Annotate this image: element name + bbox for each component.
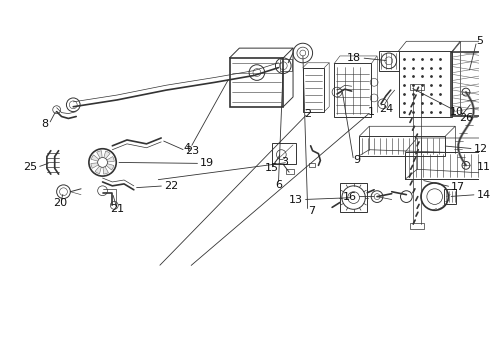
Bar xyxy=(280,59,292,71)
Text: 8: 8 xyxy=(42,119,49,129)
Text: 21: 21 xyxy=(110,204,124,214)
Bar xyxy=(334,63,371,117)
Text: 5: 5 xyxy=(477,36,484,46)
Bar xyxy=(340,183,368,212)
Text: 4: 4 xyxy=(183,143,191,153)
Bar xyxy=(444,189,456,204)
Bar xyxy=(286,169,294,174)
Text: 11: 11 xyxy=(477,162,490,172)
Wedge shape xyxy=(91,155,102,162)
Text: 23: 23 xyxy=(186,146,200,156)
Text: 9: 9 xyxy=(354,156,361,166)
Text: 25: 25 xyxy=(23,162,37,172)
Wedge shape xyxy=(91,162,102,168)
Wedge shape xyxy=(97,151,102,162)
Text: 13: 13 xyxy=(289,194,303,204)
Wedge shape xyxy=(102,162,108,174)
Bar xyxy=(405,152,490,179)
Text: 6: 6 xyxy=(275,180,282,190)
Text: 26: 26 xyxy=(459,113,473,123)
Bar xyxy=(360,136,445,156)
Text: 12: 12 xyxy=(474,144,488,154)
Text: 3: 3 xyxy=(281,157,288,167)
Bar xyxy=(410,84,424,90)
Wedge shape xyxy=(102,157,114,162)
Text: 18: 18 xyxy=(347,53,362,63)
Bar xyxy=(303,68,324,112)
Bar xyxy=(379,51,398,71)
Bar xyxy=(309,163,315,167)
Text: 22: 22 xyxy=(164,181,178,191)
Circle shape xyxy=(98,158,107,167)
Text: 14: 14 xyxy=(477,190,490,200)
Bar xyxy=(398,51,452,117)
Text: 7: 7 xyxy=(308,206,315,216)
Text: 10: 10 xyxy=(450,107,464,117)
Text: 19: 19 xyxy=(200,158,214,168)
Text: 20: 20 xyxy=(53,198,68,208)
Text: 15: 15 xyxy=(265,163,278,173)
Text: 24: 24 xyxy=(379,104,393,114)
Wedge shape xyxy=(102,151,110,162)
Text: 2: 2 xyxy=(304,109,311,118)
Bar xyxy=(410,223,424,229)
Bar xyxy=(451,52,490,116)
Text: 17: 17 xyxy=(451,182,466,192)
Wedge shape xyxy=(95,162,102,174)
Bar xyxy=(229,58,283,107)
Bar xyxy=(271,143,296,165)
Wedge shape xyxy=(102,162,114,170)
Text: 16: 16 xyxy=(343,192,357,202)
Text: 1: 1 xyxy=(368,107,375,117)
